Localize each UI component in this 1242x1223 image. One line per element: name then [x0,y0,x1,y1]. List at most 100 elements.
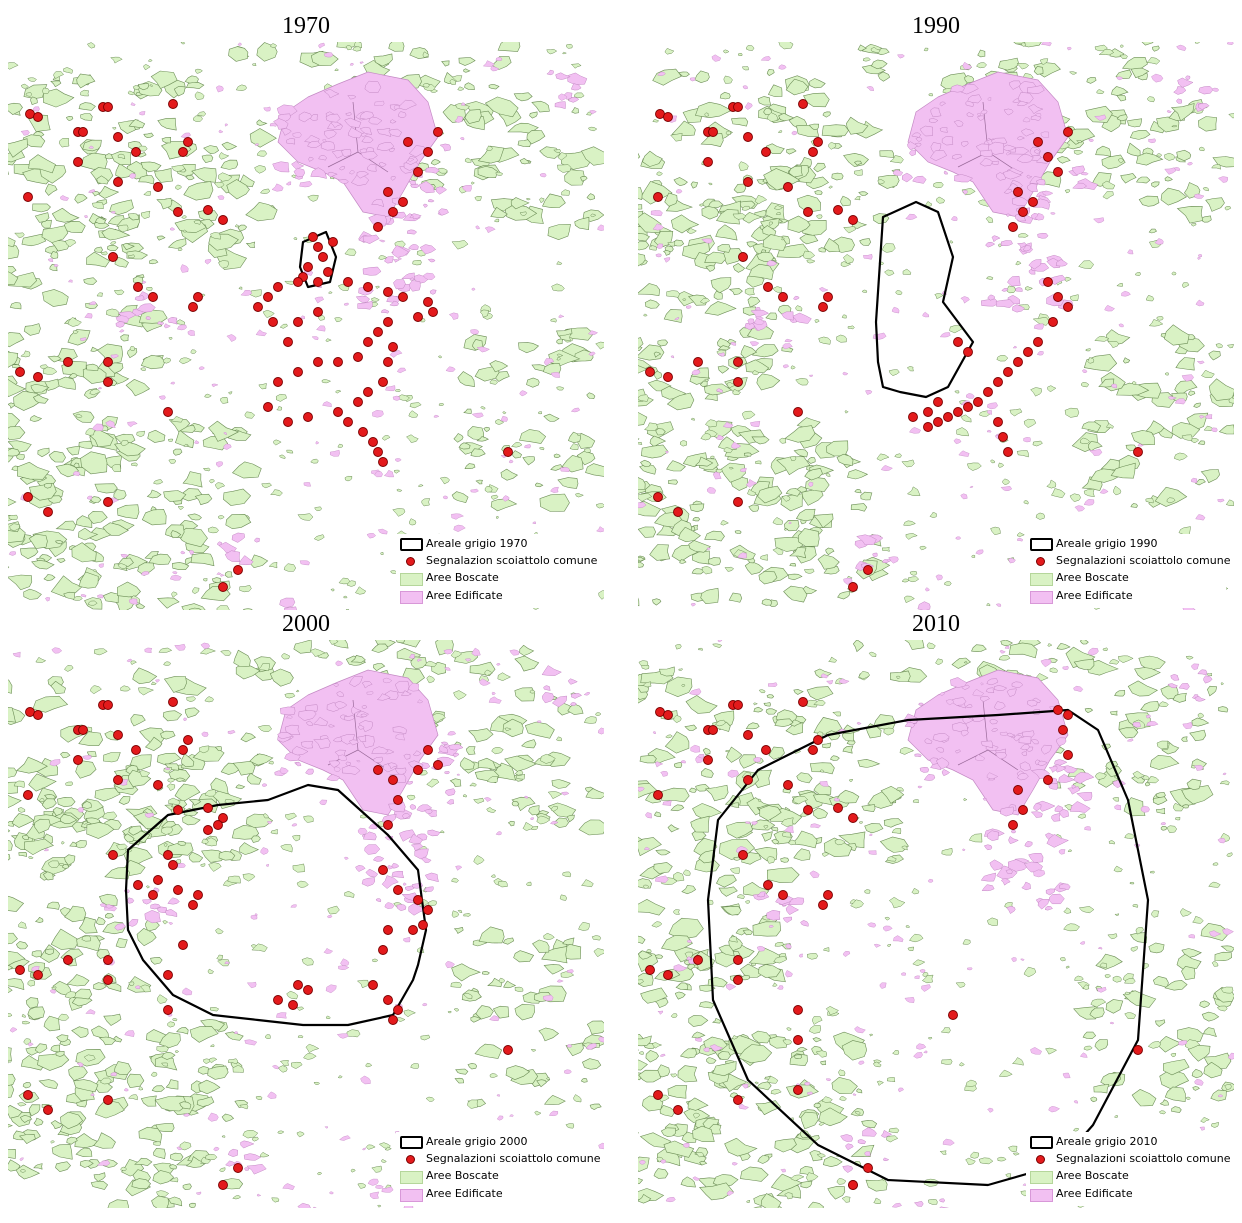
sighting-point [78,725,88,735]
sighting-point [423,147,433,157]
map-panel-2010: 2010 Areale grigio 2010 Segnalazioni sco… [638,612,1234,1212]
range-boundary [298,230,338,289]
sighting-point [923,422,933,432]
map-legend: Areale grigio 1990 Segnalazioni scoiatto… [1026,534,1230,608]
sighting-point [823,292,833,302]
sighting-point [113,775,123,785]
built-swatch-icon [1030,1189,1053,1202]
sighting-point [153,780,163,790]
sighting-point [283,337,293,347]
sighting-point [933,417,943,427]
sighting-point [173,805,183,815]
legend-sightings-label: Segnalazioni scoiattolo comune [426,1152,601,1165]
sighting-point [653,192,663,202]
legend-sightings-label: Segnalazioni scoiattolo comune [1056,554,1231,567]
sighting-point [15,367,25,377]
sighting-point [353,352,363,362]
sighting-point [23,1090,33,1100]
sighting-point [168,697,178,707]
sighting-point [393,795,403,805]
sighting-point [1018,207,1028,217]
sighting-point [863,565,873,575]
sighting-point [173,885,183,895]
sighting-point [948,1010,958,1020]
sighting-point [793,1085,803,1095]
sighting-point [323,267,333,277]
sighting-point [163,1005,173,1015]
map-area: Areale grigio 1990 Segnalazioni scoiatto… [638,42,1234,610]
sighting-point [103,357,113,367]
sighting-point [803,207,813,217]
sighting-point [823,890,833,900]
sighting-point [353,397,363,407]
sighting-point [673,507,683,517]
map-panel-1990: 1990 Areale grigio 1990 Segnalazioni sco… [638,14,1234,614]
sighting-point [413,765,423,775]
sighting-point [131,745,141,755]
sighting-point [368,980,378,990]
sighting-point [733,955,743,965]
sighting-point [103,1095,113,1105]
sighting-point [103,975,113,985]
sighting-point [78,127,88,137]
range-boundary [124,783,428,1027]
sighting-point [163,970,173,980]
sighting-point [1043,775,1053,785]
sighting-point [983,387,993,397]
legend-range-label: Areale grigio 1990 [1056,537,1158,550]
map-area: Areale grigio 2000 Segnalazioni scoiatto… [8,640,604,1208]
sighting-point [293,367,303,377]
sighting-point [103,102,113,112]
sighting-point [738,850,748,860]
sighting-point [963,402,973,412]
sighting-point [423,297,433,307]
sighting-point [703,157,713,167]
sighting-point [313,307,323,317]
map-area: Areale grigio 1970 Segnalazion scoiattol… [8,42,604,610]
sighting-point [63,357,73,367]
sighting-point [293,317,303,327]
sighting-point [33,372,43,382]
sighting-point [163,407,173,417]
sighting-point [733,377,743,387]
sighting-point [303,985,313,995]
legend-range-label: Areale grigio 1970 [426,537,528,550]
sighting-point [813,735,823,745]
sighting-point [953,407,963,417]
sighting-point [103,700,113,710]
map-legend: Areale grigio 1970 Segnalazion scoiattol… [396,534,597,608]
sighting-point [733,975,743,985]
sighting-point [733,700,743,710]
sighting-point [233,1163,243,1173]
sighting-point [308,232,318,242]
sighting-point [373,447,383,457]
map-panel-1970: 1970 Areale grigio 1970 Segnalazion scoi… [8,14,604,614]
sighting-point [1018,805,1028,815]
sighting-point [183,735,193,745]
sighting-point [1013,785,1023,795]
sighting-point [168,99,178,109]
sighting-point [328,237,338,247]
woodland-swatch-icon [400,573,423,586]
sighting-point [213,820,223,830]
sighting-point [313,357,323,367]
sighting-point [193,890,203,900]
sighting-point [153,182,163,192]
sighting-point [378,945,388,955]
built-swatch-icon [400,591,423,604]
map-legend: Areale grigio 2010 Segnalazioni scoiatto… [1026,1132,1230,1206]
sighting-point [933,397,943,407]
range-outline-icon [400,1136,423,1149]
built-swatch-icon [1030,591,1053,604]
sighting-point [218,582,228,592]
sighting-point [113,730,123,740]
sighting-point [428,307,438,317]
sighting-point [848,813,858,823]
sighting-dot-icon [406,557,415,566]
sighting-point [818,302,828,312]
sighting-point [1008,222,1018,232]
legend-built-label: Aree Edificate [426,1187,503,1200]
sighting-point [188,302,198,312]
sighting-point [103,377,113,387]
range-outline-icon [1030,538,1053,551]
